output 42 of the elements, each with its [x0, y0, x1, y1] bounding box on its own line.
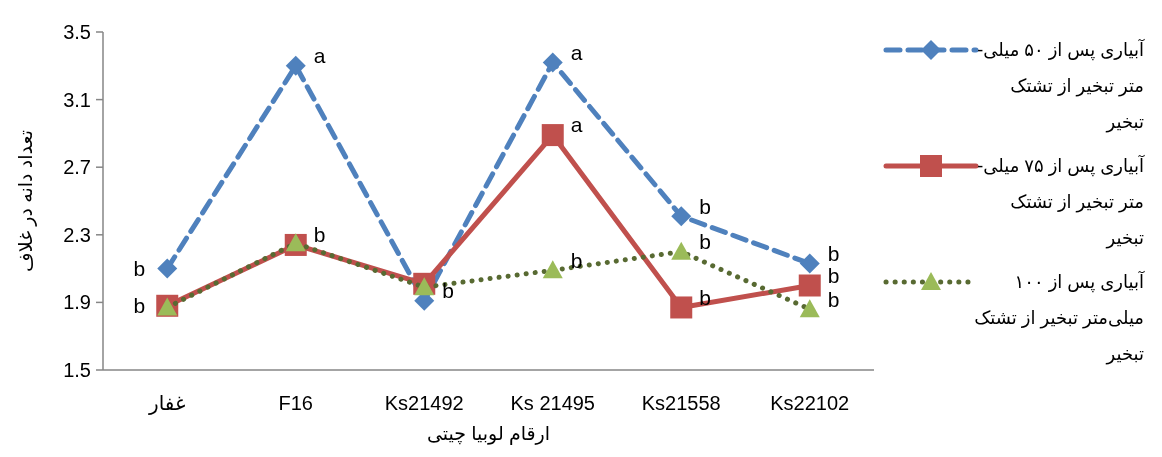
y-tick-label: 2.3 — [63, 223, 91, 246]
x-tick-label: Ks21558 — [641, 392, 721, 414]
annotation: b — [827, 263, 840, 287]
y-axis-title: تعداد دانه در غلاف — [15, 130, 37, 272]
legend-label: آبیاری پس از ۷۵ میلی-متر تبخیر از تشتک تبخیر — [977, 154, 1145, 250]
point — [670, 296, 693, 319]
point — [671, 241, 692, 260]
point — [542, 260, 563, 279]
annotation: a — [313, 44, 326, 68]
x-tick-label: F16 — [278, 392, 313, 414]
y-tick-label: 1.9 — [63, 291, 91, 314]
x-tick-label: Ks 21495 — [510, 392, 596, 414]
annotation: b — [699, 194, 711, 218]
point — [541, 124, 564, 147]
legend-label: آبیاری پس از ۵۰ میلی-متر تبخیر از تشتک تبخیر — [977, 38, 1145, 134]
point — [285, 55, 306, 76]
annotation: b — [442, 279, 454, 303]
annotation: b — [699, 230, 711, 254]
annotation: a — [570, 113, 583, 137]
x-axis-title: ارقام لوبیا چیتی — [426, 423, 551, 445]
annotation: a — [570, 40, 583, 64]
x-tick-label: Ks21492 — [384, 392, 464, 414]
y-tick-label: 1.5 — [63, 359, 91, 381]
point — [414, 277, 435, 296]
x-tick-label: Ks22102 — [770, 392, 850, 414]
annotation: b — [570, 248, 583, 272]
annotation: b — [827, 241, 840, 265]
annotation: b — [133, 256, 146, 280]
x-tick-label: غفار — [148, 392, 186, 415]
point — [671, 206, 692, 227]
legend-label: آبیاری پس از ۱۰۰ میلی‌متر تبخیر از تشتک تبخیر — [974, 270, 1145, 366]
point — [157, 258, 178, 279]
annotation: b — [313, 223, 326, 247]
point — [798, 274, 821, 297]
point — [799, 253, 820, 274]
y-tick-label: 3.1 — [63, 88, 91, 111]
point — [799, 299, 820, 318]
annotation: b — [827, 287, 840, 311]
point — [542, 52, 563, 73]
y-tick-label: 2.7 — [63, 156, 91, 179]
annotation: b — [133, 294, 146, 318]
y-tick-label: 3.5 — [63, 21, 91, 43]
